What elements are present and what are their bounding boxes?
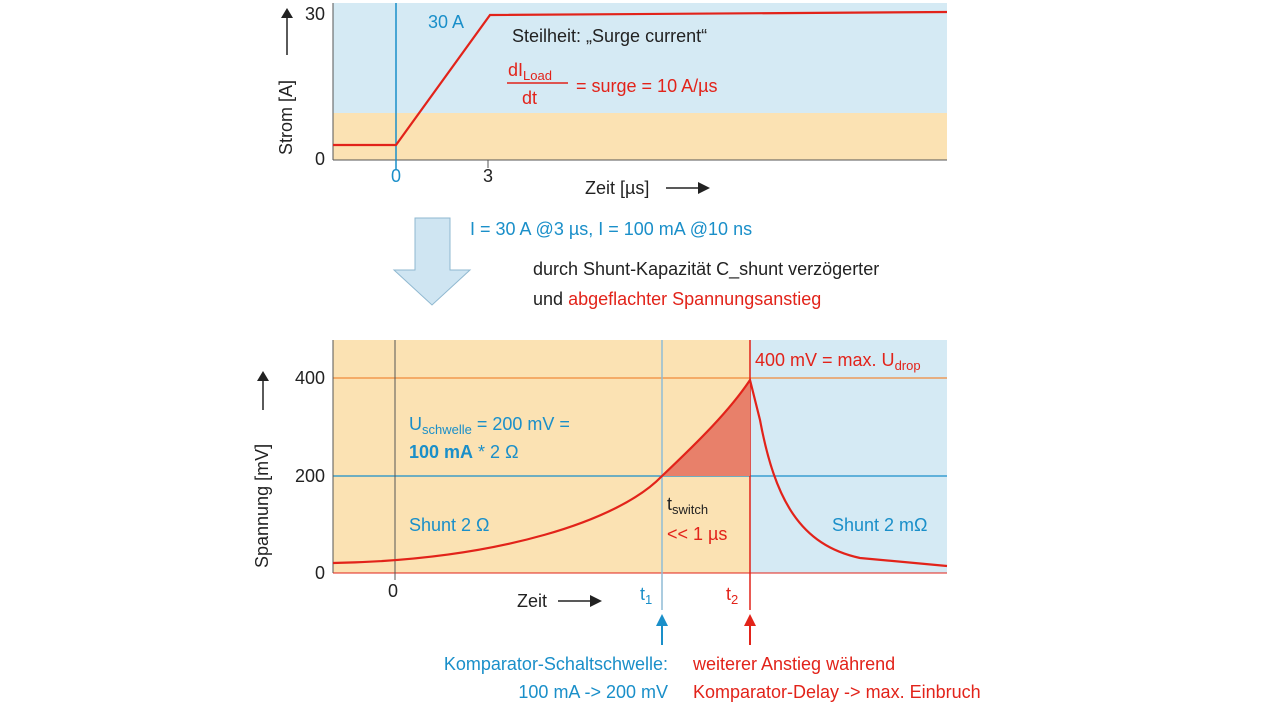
y-tick: 0	[315, 563, 325, 583]
current-note: I = 30 A @3 µs, I = 100 mA @10 ns	[470, 219, 752, 239]
y-axis-label: Strom [A]	[276, 80, 296, 155]
text: t	[726, 584, 731, 604]
delay-note: weiterer Anstieg während	[692, 654, 895, 674]
voltage-curve	[332, 377, 948, 568]
text: t	[640, 584, 645, 604]
region	[333, 3, 947, 113]
arrow	[744, 614, 756, 626]
text: abgeflachter Spannungsanstieg	[568, 289, 821, 309]
delay-area	[662, 380, 750, 476]
shunt-label: Shunt 2 Ω	[409, 515, 490, 535]
t1: t1	[640, 584, 652, 607]
text: * 2 Ω	[473, 442, 518, 462]
subscript: schwelle	[422, 422, 472, 437]
max-label: 400 mV = max. Udrop	[755, 350, 921, 373]
x-tick: 0	[391, 166, 401, 186]
arrow	[281, 8, 293, 18]
arrow	[656, 614, 668, 626]
subscript: Load	[523, 68, 552, 83]
top-chart: 30 0 0 3 Strom [A] Zeit [µs] 30 A Steilh…	[276, 3, 948, 198]
shunt-label: Shunt 2 mΩ	[832, 515, 928, 535]
subscript: 2	[731, 592, 738, 607]
current-curve	[333, 10, 948, 147]
x-tick: 3	[483, 166, 493, 186]
formula-denominator: dt	[522, 88, 537, 108]
text: U	[409, 414, 422, 434]
text: t	[667, 494, 672, 514]
region	[333, 340, 750, 573]
t-switch: << 1 µs	[667, 524, 727, 544]
comparator-note: 100 mA -> 200 mV	[518, 682, 668, 702]
threshold-label: Uschwelle = 200 mV =	[409, 414, 570, 437]
text: 400 mV = max. U	[755, 350, 895, 370]
threshold-label: 100 mA * 2 Ω	[409, 442, 519, 462]
arrow	[698, 182, 710, 194]
formula-rhs: = surge = 10 A/µs	[576, 76, 717, 96]
arrow	[590, 595, 602, 607]
y-tick: 30	[305, 4, 325, 24]
x-tick: 0	[388, 581, 398, 601]
y-axis-label: Spannung [mV]	[252, 444, 272, 568]
note-line: durch Shunt-Kapazität C_shunt verzögerte…	[533, 259, 879, 280]
comparator-note: Komparator-Schaltschwelle:	[444, 654, 668, 674]
text: 100 mA	[409, 442, 473, 462]
bottom-chart: 400 200 0 0 Spannung [mV] Zeit 400 mV = …	[252, 340, 981, 702]
subscript: drop	[895, 358, 921, 373]
text: und	[533, 289, 563, 309]
formula-numerator: dILoad	[508, 60, 552, 83]
subscript: switch	[672, 502, 708, 517]
subscript: 1	[645, 592, 652, 607]
text: dI	[508, 60, 523, 80]
x-axis-label: Zeit	[517, 591, 547, 611]
note-line: und abgeflachter Spannungsanstieg	[533, 289, 821, 309]
region	[333, 113, 947, 160]
delay-note: Komparator-Delay -> max. Einbruch	[693, 682, 981, 702]
arrow	[257, 371, 269, 381]
y-tick: 400	[295, 368, 325, 388]
text: = 200 mV =	[472, 414, 570, 434]
down-arrow	[392, 217, 472, 306]
t2: t2	[726, 584, 738, 607]
region	[750, 340, 947, 573]
peak-label: 30 A	[428, 12, 464, 32]
y-tick: 200	[295, 466, 325, 486]
y-tick: 0	[315, 149, 325, 169]
slope-title: Steilheit: „Surge current“	[512, 26, 707, 46]
t-switch: tswitch	[667, 494, 708, 517]
x-axis-label: Zeit [µs]	[585, 178, 649, 198]
